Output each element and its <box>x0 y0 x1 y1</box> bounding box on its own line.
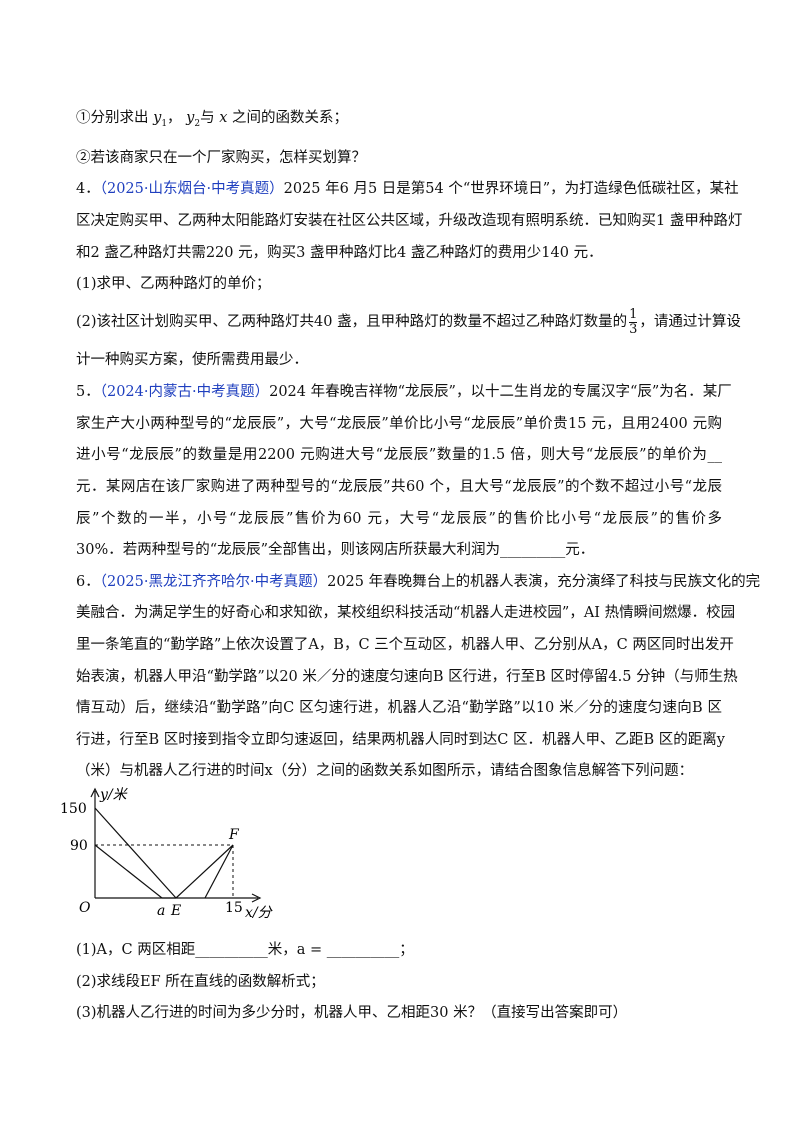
dashed-lines <box>95 844 234 898</box>
text-line: 计一种购买方案，使所需费用最少． <box>76 352 308 368</box>
text: 2025 年春晚舞台上的机器人表演，充分演绎了科技与民族文化的完 <box>327 574 761 590</box>
text-line: 元．某网店在该厂家购进了两种型号的“龙辰辰”共60 个，且大号“龙辰辰”的个数不… <box>76 479 722 495</box>
segment <box>94 807 177 899</box>
text-line: 行进，行至B 区时接到指令立即匀速返回，结果两机器人同时到达C 区．机器人甲、乙… <box>76 732 725 748</box>
math: x <box>219 110 228 126</box>
text-line: 5．（2024·内蒙古·中考真题）2024 年春晚吉祥物“龙辰辰”，以十二生肖龙… <box>76 382 732 402</box>
text-line: 和2 盏乙种路灯共需220 元，购买3 盏甲种路灯比4 盏乙种路灯的费用少140… <box>76 245 603 261</box>
text: 2024 年春晚吉祥物“龙辰辰”，以十二生肖龙的专属汉字“辰”为名．某厂 <box>269 384 732 400</box>
text-line: (1)求甲、乙两种路灯的单价； <box>76 276 271 292</box>
text-line: (3)机器人乙行进的时间为多少分时，机器人甲、乙相距30 米？（直接写出答案即可… <box>76 1005 628 1021</box>
arrow <box>251 893 262 903</box>
point-label: O <box>79 900 91 916</box>
text: (2)该社区计划购买甲、乙两种路灯共40 盏，且甲种路灯的数量不超过乙种路灯数量… <box>76 314 628 330</box>
arrow <box>90 787 100 798</box>
text-line: （米）与机器人乙行进的时间x（分）之间的函数关系如图所示，请结合图象信息解答下列… <box>76 763 694 779</box>
tick-label: 15 <box>225 900 243 916</box>
math: y <box>186 110 195 126</box>
point-label: F <box>228 827 240 843</box>
text-line: 6．（2025·黑龙江齐齐哈尔·中考真题）2025 年春晚舞台上的机器人表演，充… <box>76 572 760 592</box>
question-number: 5． <box>76 384 100 400</box>
segment <box>94 844 163 899</box>
source: （2025·山东烟台·中考真题） <box>99 181 284 197</box>
math: 2 <box>194 118 201 129</box>
text-line: 30%．若两种型号的“龙辰辰”全部售出，则该网店所获最大利润为_________… <box>76 542 595 558</box>
text: 2025 年6 月5 日是第54 个“世界环境日”，为打造绿色低碳社区，某社 <box>283 181 739 197</box>
point-label: a <box>157 903 165 919</box>
text-line: ①分别求出 y1， y2与 x 之间的函数关系； <box>76 108 348 134</box>
figure: y/米 150 90 O a E 15 x/分 F <box>60 787 274 921</box>
text: 与 <box>200 110 215 126</box>
segment <box>204 844 234 899</box>
text-line: 进小号“龙辰辰”的数量是用2200 元购进大号“龙辰辰”数量的1.5 倍，则大号… <box>76 447 722 463</box>
source: （2024·内蒙古·中考真题） <box>99 384 270 400</box>
tick-label: 90 <box>70 838 88 854</box>
text-line: 始表演，机器人甲沿“勤学路”以20 米／分的速度匀速向B 区行进，行至B 区时停… <box>76 669 738 685</box>
question-number: 6． <box>76 574 100 590</box>
text-line: 美融合．为满足学生的好奇心和求知欲，某校组织科技活动“机器人走进校园”，AI 热… <box>76 605 736 621</box>
source: （2025·黑龙江齐齐哈尔·中考真题） <box>99 574 328 590</box>
denominator: 3 <box>629 321 638 337</box>
text-line: (1)A，C 两区相距__________米，a = __________； <box>76 942 414 958</box>
question-number: 4． <box>76 181 100 197</box>
text-line: 4．（2025·山东烟台·中考真题）2025 年6 月5 日是第54 个“世界环… <box>76 179 739 199</box>
text: 之间的函数关系； <box>232 110 348 126</box>
numerator: 1 <box>629 306 638 322</box>
text-line: ②若该商家只在一个厂家购买，怎样买划算？ <box>76 150 366 166</box>
text: ①分别求出 <box>76 110 149 126</box>
segment <box>175 844 234 899</box>
text-line: 辰”个数的一半，小号“龙辰辰”售价为60 元，大号“龙辰辰”的售价比小号“龙辰辰… <box>76 511 722 527</box>
text: ， <box>167 110 182 126</box>
text-line: (2)该社区计划购买甲、乙两种路灯共40 盏，且甲种路灯的数量不超过乙种路灯数量… <box>76 306 741 337</box>
text-line: (2)求线段EF 所在直线的函数解析式； <box>76 974 325 990</box>
text-line: 区决定购买甲、乙两种太阳能路灯安装在社区公共区域，升级改造现有照明系统．已知购买… <box>76 213 743 229</box>
math: y <box>153 110 162 126</box>
axis-label: y/米 <box>99 787 129 803</box>
axis-label: x/分 <box>245 905 274 921</box>
text-line: 家生产大小两种型号的“龙辰辰”，大号“龙辰辰”单价比小号“龙辰辰”单价贵15 元… <box>76 416 722 432</box>
graph-lines <box>94 807 234 899</box>
text-line: 里一条笔直的“勤学路”上依次设置了A，B，C 三个互动区，机器人甲、乙分别从A，… <box>76 637 734 653</box>
math: 1 <box>161 118 168 129</box>
text: ，请通过计算设 <box>639 314 741 330</box>
tick-label: 150 <box>60 801 87 817</box>
point-label: E <box>170 903 181 919</box>
text-line: 情互动）后，继续沿“勤学路”向C 区匀速行进，机器人乙沿“勤学路”以10 米／分… <box>76 700 722 716</box>
